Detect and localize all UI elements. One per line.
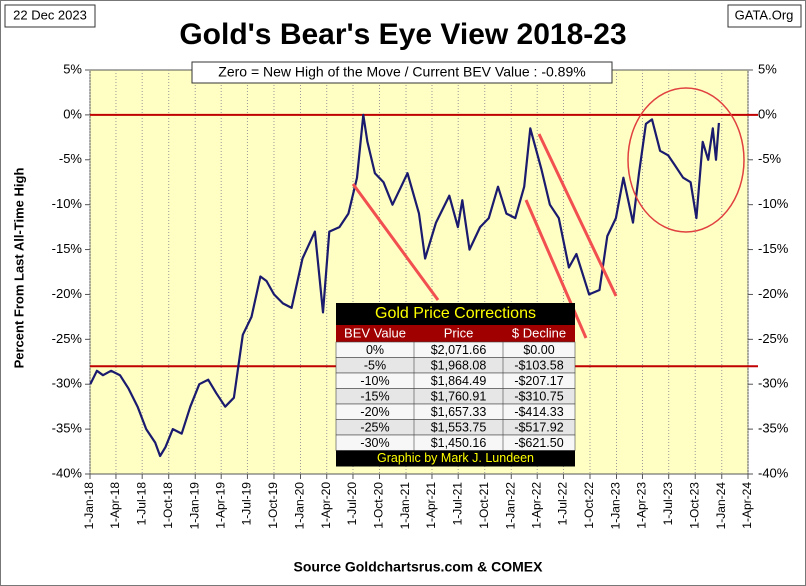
table-cell: $1,968.08 xyxy=(431,359,487,373)
table-cell: -$310.75 xyxy=(514,390,563,404)
highlight-circle xyxy=(627,87,745,233)
table-cell: -15% xyxy=(360,390,389,404)
y2-tick-label: -10% xyxy=(758,196,789,211)
site-label: GATA.Org xyxy=(735,7,794,22)
x-tick-label: 1-Apr-24 xyxy=(740,482,754,529)
x-tick-label: 1-Oct-20 xyxy=(372,482,386,529)
table-cell: $1,553.75 xyxy=(431,421,487,435)
table-cell: $1,657.33 xyxy=(431,405,487,419)
trend-line xyxy=(524,199,588,339)
x-tick-label: 1-Apr-21 xyxy=(424,482,438,529)
table-cell: $2,071.66 xyxy=(431,343,487,357)
table-cell: -$103.58 xyxy=(514,359,563,373)
y-tick-label: -30% xyxy=(52,376,83,391)
y-tick-label: -15% xyxy=(52,241,83,256)
table-cell: -$414.33 xyxy=(514,405,563,419)
table-header: Price xyxy=(444,325,474,340)
table-cell: -30% xyxy=(360,436,389,450)
table-header-bg xyxy=(336,325,575,342)
table-cell: -25% xyxy=(360,421,389,435)
x-tick-label: 1-Jan-24 xyxy=(714,482,728,530)
chart-title: Gold's Bear's Eye View 2018-23 xyxy=(179,18,626,51)
table-footer: Graphic by Mark J. Lundeen xyxy=(377,451,534,465)
table-cell: $0.00 xyxy=(523,343,554,357)
table-header: BEV Value xyxy=(344,325,406,340)
table-cell: $1,760.91 xyxy=(431,390,487,404)
x-tick-label: 1-Jul-20 xyxy=(345,482,359,526)
y-tick-label: -35% xyxy=(52,421,83,436)
y2-tick-label: -20% xyxy=(758,286,789,301)
x-tick-label: 1-Oct-21 xyxy=(477,482,491,529)
x-tick-label: 1-Oct-19 xyxy=(266,482,280,529)
x-tick-label: 1-Apr-19 xyxy=(213,482,227,529)
x-tick-label: 1-Jan-23 xyxy=(609,482,623,530)
source: Source Goldchartsrus.com & COMEX xyxy=(294,559,544,575)
table-cell: $1,450.16 xyxy=(431,436,487,450)
y-tick-label: -10% xyxy=(52,196,83,211)
x-tick-label: 1-Oct-18 xyxy=(161,482,175,529)
table-cell: -$207.17 xyxy=(514,374,563,388)
y-tick-label: -25% xyxy=(52,331,83,346)
y-tick-label: -40% xyxy=(52,465,83,480)
table-title-bg xyxy=(336,303,575,325)
trend-line xyxy=(537,133,618,297)
table-cell: -5% xyxy=(364,359,386,373)
x-tick-label: 1-Jan-19 xyxy=(187,482,201,530)
table-cell: -$621.50 xyxy=(514,436,563,450)
y-tick-label: 0% xyxy=(63,106,82,121)
y2-tick-label: -25% xyxy=(758,331,789,346)
y-tick-label: -20% xyxy=(52,286,83,301)
x-tick-label: 1-Jul-18 xyxy=(134,482,148,526)
x-tick-label: 1-Jul-22 xyxy=(556,482,570,526)
series-line xyxy=(89,113,720,458)
date-label: 22 Dec 2023 xyxy=(13,7,87,22)
x-tick-label: 1-Jan-21 xyxy=(398,482,412,530)
annotation-box xyxy=(191,61,613,84)
x-tick-label: 1-Apr-22 xyxy=(529,482,543,529)
table-cell: $1,864.49 xyxy=(431,374,487,388)
y-axis-label: Percent From Last All-Time High xyxy=(11,168,26,369)
y-tick-label: -5% xyxy=(59,151,83,166)
annotation: Zero = New High of the Move / Current BE… xyxy=(218,64,585,80)
y2-tick-label: 0% xyxy=(758,106,777,121)
trend-line xyxy=(351,183,440,301)
trend-lines xyxy=(351,87,745,339)
table-cell: -10% xyxy=(360,374,389,388)
x-tick-label: 1-Apr-23 xyxy=(635,482,649,529)
y2-tick-label: -5% xyxy=(758,151,782,166)
x-tick-label: 1-Oct-22 xyxy=(582,482,596,529)
table-cell: -$517.92 xyxy=(514,421,563,435)
site-box xyxy=(727,4,802,28)
table-cell: 0% xyxy=(366,343,384,357)
x-tick-label: 1-Jul-23 xyxy=(661,482,675,526)
x-tick-label: 1-Jul-21 xyxy=(450,482,464,526)
y-tick-label: 5% xyxy=(63,61,82,76)
table-header: $ Decline xyxy=(512,325,566,340)
table-cell: -20% xyxy=(360,405,389,419)
x-tick-label: 1-Oct-23 xyxy=(687,482,701,529)
x-tick-label: 1-Apr-20 xyxy=(319,482,333,529)
x-tick-label: 1-Jan-20 xyxy=(293,482,307,530)
y2-tick-label: -15% xyxy=(758,241,789,256)
y2-tick-label: -35% xyxy=(758,421,789,436)
date-box xyxy=(4,4,96,28)
y2-tick-label: 5% xyxy=(758,61,777,76)
x-tick-label: 1-Jul-19 xyxy=(240,482,254,526)
y2-tick-label: -40% xyxy=(758,465,789,480)
x-tick-label: 1-Jan-18 xyxy=(82,482,96,530)
x-tick-label: 1-Jan-22 xyxy=(503,482,517,530)
table-footer-bg xyxy=(336,450,575,467)
table-title: Gold Price Corrections xyxy=(375,305,536,322)
x-tick-label: 1-Apr-18 xyxy=(108,482,122,529)
y2-tick-label: -30% xyxy=(758,376,789,391)
